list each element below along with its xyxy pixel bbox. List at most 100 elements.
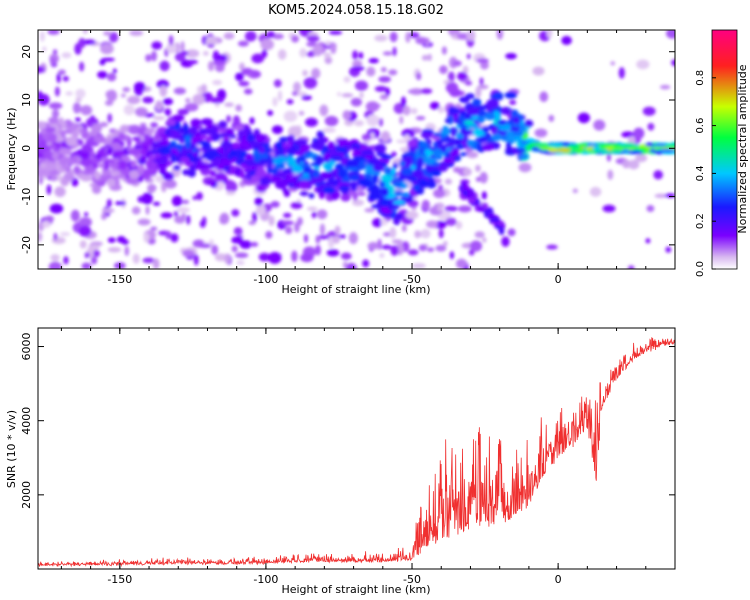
heatmap-cell bbox=[353, 155, 363, 161]
heatmap-cell bbox=[277, 90, 283, 102]
heatmap-cell bbox=[89, 151, 96, 157]
heatmap-cell bbox=[300, 253, 314, 263]
heatmap-cell bbox=[173, 165, 181, 171]
heatmap-cell bbox=[119, 124, 129, 134]
heatmap-cell bbox=[504, 91, 518, 99]
heatmap-cell bbox=[226, 115, 232, 123]
heatmap-cell bbox=[478, 206, 485, 213]
heatmap-cell bbox=[118, 132, 126, 141]
heatmap-cell bbox=[118, 160, 128, 170]
heatmap-cell bbox=[654, 143, 667, 148]
heatmap-cell bbox=[291, 35, 300, 43]
heatmap-cell bbox=[401, 167, 414, 176]
heatmap-cell bbox=[367, 241, 380, 250]
heatmap-cell bbox=[231, 209, 240, 217]
heatmap-cell bbox=[220, 151, 229, 161]
heatmap-cell bbox=[250, 140, 262, 148]
heatmap-cell bbox=[287, 125, 302, 138]
heatmap-cell bbox=[338, 234, 347, 239]
heatmap-cell bbox=[38, 231, 43, 242]
heatmap-cell bbox=[150, 122, 159, 128]
heatmap-cell bbox=[324, 163, 333, 172]
heatmap-cell bbox=[38, 65, 45, 74]
heatmap-cell bbox=[368, 57, 379, 64]
heatmap-cell bbox=[474, 231, 485, 239]
heatmap-cell bbox=[645, 238, 651, 244]
heatmap-cell bbox=[464, 80, 473, 86]
heatmap-cell bbox=[97, 163, 106, 168]
heatmap-cell bbox=[186, 59, 199, 65]
heatmap-cell bbox=[283, 212, 292, 218]
heatmap-cell bbox=[306, 206, 318, 211]
heatmap-cell bbox=[374, 143, 387, 154]
heatmap-cell bbox=[299, 145, 310, 153]
heatmap-cell bbox=[145, 205, 150, 215]
heatmap-cell bbox=[572, 188, 578, 194]
heatmap-cell bbox=[637, 146, 648, 151]
heatmap-cell bbox=[315, 235, 321, 244]
heatmap-cell bbox=[66, 137, 78, 147]
heatmap-cell bbox=[378, 76, 391, 83]
y-tick-label: -20 bbox=[20, 236, 33, 254]
heatmap-cell bbox=[665, 246, 672, 253]
heatmap-cell bbox=[232, 142, 241, 151]
heatmap-cell bbox=[56, 72, 61, 84]
heatmap-cell bbox=[505, 52, 517, 60]
colorbar-tick-label: 0.4 bbox=[695, 165, 706, 181]
heatmap-cell bbox=[339, 185, 348, 191]
colorbar-tick-label: 0.8 bbox=[695, 70, 706, 86]
heatmap-cell bbox=[235, 234, 243, 245]
heatmap-cell bbox=[462, 167, 472, 176]
heatmap-cell bbox=[282, 143, 292, 149]
heatmap-cell bbox=[155, 100, 164, 111]
snr-axes: -150 -100 -50 0 2000 4000 6000 bbox=[20, 328, 676, 586]
heatmap-cell bbox=[184, 161, 193, 167]
heatmap-cell bbox=[212, 60, 225, 66]
heatmap-cell bbox=[323, 186, 336, 194]
heatmap-cell bbox=[235, 104, 242, 112]
heatmap-cell bbox=[278, 136, 289, 143]
heatmap-cell bbox=[500, 106, 511, 116]
heatmap-cell bbox=[251, 53, 265, 64]
heatmap-cell bbox=[147, 183, 156, 194]
heatmap-cell bbox=[174, 52, 186, 62]
heatmap-cell bbox=[452, 166, 462, 173]
heatmap-cell bbox=[481, 143, 495, 151]
heatmap-cell bbox=[224, 102, 234, 107]
heatmap-cell bbox=[627, 150, 643, 155]
heatmap-cell bbox=[272, 96, 278, 107]
heatmap-cell bbox=[215, 63, 225, 73]
heatmap-cell bbox=[58, 69, 66, 76]
heatmap-cell bbox=[51, 109, 60, 119]
heatmap-cell bbox=[444, 118, 451, 124]
colorbar-tick-label: 0.6 bbox=[695, 118, 706, 134]
heatmap-cell bbox=[229, 133, 237, 139]
heatmap-cell bbox=[432, 148, 443, 158]
heatmap-cell bbox=[220, 140, 233, 150]
heatmap-cell bbox=[467, 106, 480, 116]
heatmap-cell bbox=[484, 112, 496, 121]
heatmap-cell bbox=[125, 177, 139, 185]
heatmap-cell bbox=[107, 237, 116, 243]
heatmap-cell bbox=[492, 91, 504, 100]
spectrogram-frame bbox=[37, 29, 676, 270]
heatmap-cell bbox=[598, 148, 610, 153]
heatmap-cell bbox=[414, 230, 421, 239]
heatmap-cell bbox=[459, 152, 468, 157]
heatmap-cell bbox=[456, 144, 465, 150]
heatmap-cell bbox=[419, 178, 427, 187]
heatmap-cell bbox=[610, 61, 616, 66]
heatmap-cell bbox=[326, 249, 340, 257]
heatmap-cell bbox=[391, 151, 397, 157]
heatmap-cell bbox=[247, 72, 253, 78]
heatmap-cell bbox=[244, 30, 257, 42]
heatmap-cell bbox=[243, 88, 253, 95]
heatmap-cell bbox=[366, 114, 380, 127]
heatmap-cell bbox=[388, 69, 398, 76]
heatmap-cell bbox=[628, 159, 640, 170]
heatmap-cell bbox=[475, 176, 481, 182]
heatmap-cell bbox=[287, 134, 295, 142]
heatmap-cell bbox=[78, 38, 86, 49]
heatmap-cell bbox=[170, 153, 177, 163]
heatmap-cell bbox=[181, 199, 190, 204]
